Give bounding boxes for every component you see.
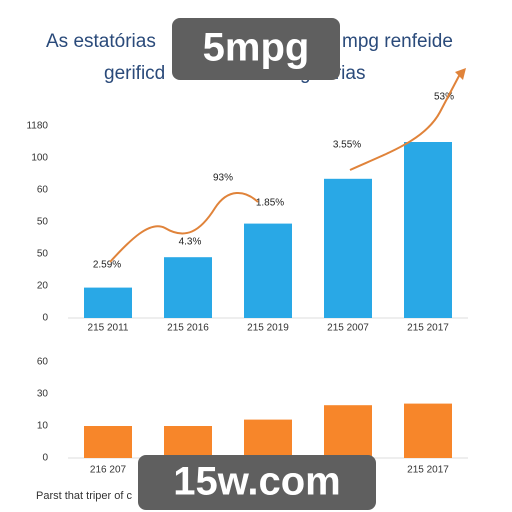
bar [164, 426, 212, 458]
y-tick-label: 0 [42, 313, 48, 324]
bar [404, 403, 452, 458]
bar [404, 142, 452, 318]
x-tick-label: 216 207 [90, 465, 127, 476]
y-tick-label: 0 [42, 453, 48, 464]
x-tick-label: 215 2017 [407, 465, 449, 476]
y-tick-label: 50 [37, 249, 49, 260]
y-tick-label: 60 [37, 185, 49, 196]
title-fragment: As estatórias [46, 31, 156, 52]
x-tick-label: 215 2011 [88, 323, 129, 334]
annotation: 93% [213, 173, 233, 184]
trend-curve [349, 73, 461, 171]
trend-curve [109, 192, 259, 263]
watermark-box [172, 18, 340, 80]
y-tick-label: 50 [37, 217, 49, 228]
y-tick-label: 30 [37, 389, 49, 400]
bar [84, 287, 132, 318]
bar [84, 426, 132, 458]
y-tick-label: 60 [37, 357, 49, 368]
bar [244, 419, 292, 458]
watermark-box [138, 455, 376, 510]
x-tick-label: 215 2007 [327, 323, 369, 334]
y-tick-label: 10 [37, 421, 49, 432]
annotation: 2.59% [93, 260, 121, 271]
x-tick-label: 215 2017 [407, 323, 449, 334]
bar [164, 257, 212, 318]
annotation: 4.3% [179, 237, 202, 248]
title-fragment: gerificd [104, 63, 165, 84]
bar [324, 178, 372, 318]
annotation: 53% [434, 92, 454, 103]
x-tick-label: 215 2019 [247, 323, 289, 334]
arrow-head [455, 68, 466, 80]
x-tick-label: 215 2016 [167, 323, 209, 334]
y-tick-label: 1180 [26, 121, 48, 132]
annotation: 3.55% [333, 140, 361, 151]
y-tick-label: 100 [31, 153, 48, 164]
watermark: 5mpg [203, 26, 310, 70]
bar [324, 405, 372, 458]
footnote: Parst that triper of c [36, 490, 132, 502]
bar [244, 223, 292, 318]
y-tick-label: 20 [37, 281, 49, 292]
title-fragment: mpg renfeide [342, 31, 453, 52]
annotation: 1.85% [256, 198, 284, 209]
watermark: 15w.com [173, 460, 340, 504]
